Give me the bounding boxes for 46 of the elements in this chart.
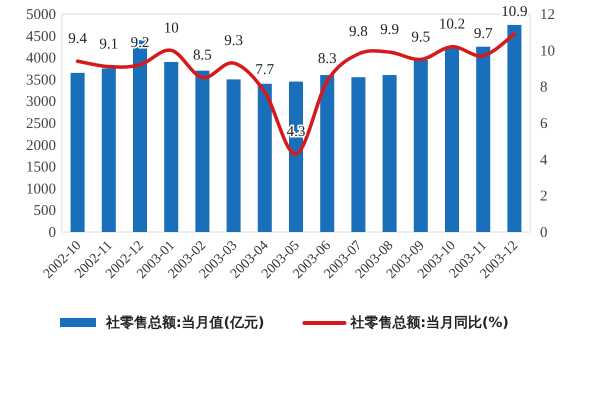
y-tick-label: 1500 bbox=[26, 160, 56, 176]
bar bbox=[382, 75, 397, 232]
data-label: 9.8 bbox=[349, 24, 368, 40]
y2-tick-label: 0 bbox=[540, 225, 548, 241]
bar bbox=[195, 70, 210, 232]
legend-label: 社零售总额:当月值(亿元) bbox=[105, 314, 264, 331]
y-tick-label: 1000 bbox=[26, 181, 56, 198]
y-tick-label: 3500 bbox=[26, 72, 56, 88]
y2-tick-label: 10 bbox=[540, 43, 555, 60]
y2-tick-label: 6 bbox=[540, 116, 548, 132]
y2-tick-label: 2 bbox=[540, 188, 548, 205]
data-label: 9.9 bbox=[380, 22, 399, 38]
data-label: 8.3 bbox=[318, 51, 337, 68]
bar bbox=[414, 60, 428, 232]
y-tick-label: 2000 bbox=[26, 138, 56, 154]
data-label: 7.7 bbox=[255, 62, 275, 78]
y2-tick-label: 12 bbox=[540, 7, 555, 23]
y-tick-label: 2500 bbox=[26, 116, 56, 132]
y-tick-label: 5000 bbox=[26, 7, 56, 23]
bar bbox=[258, 84, 272, 232]
bar bbox=[476, 46, 490, 232]
y-tick-label: 0 bbox=[48, 225, 56, 241]
bar bbox=[351, 77, 366, 232]
legend-label: 社零售总额:当月同比(%) bbox=[349, 314, 509, 331]
y2-tick-label: 4 bbox=[540, 152, 548, 168]
bar bbox=[320, 75, 334, 232]
bar bbox=[70, 72, 85, 232]
y-tick-label: 4500 bbox=[26, 28, 56, 45]
y2-tick-label: 8 bbox=[540, 80, 548, 96]
data-label: 9.5 bbox=[411, 29, 430, 46]
bar bbox=[226, 79, 241, 232]
bar bbox=[102, 68, 116, 232]
bar bbox=[164, 62, 178, 232]
data-label: 9.7 bbox=[474, 26, 494, 42]
data-label: 10 bbox=[164, 20, 179, 36]
data-label: 9.1 bbox=[99, 36, 118, 53]
bar bbox=[507, 24, 522, 232]
y-tick-label: 500 bbox=[34, 203, 56, 220]
data-label: 9.3 bbox=[224, 33, 243, 50]
y-tick-label: 3000 bbox=[26, 94, 56, 110]
data-label: 10.2 bbox=[438, 16, 466, 33]
bar bbox=[444, 46, 460, 232]
data-label: 10.9 bbox=[501, 4, 528, 20]
y-tick-label: 4000 bbox=[26, 50, 56, 67]
data-label: 9.4 bbox=[68, 31, 88, 48]
data-label: 8.5 bbox=[193, 48, 212, 64]
